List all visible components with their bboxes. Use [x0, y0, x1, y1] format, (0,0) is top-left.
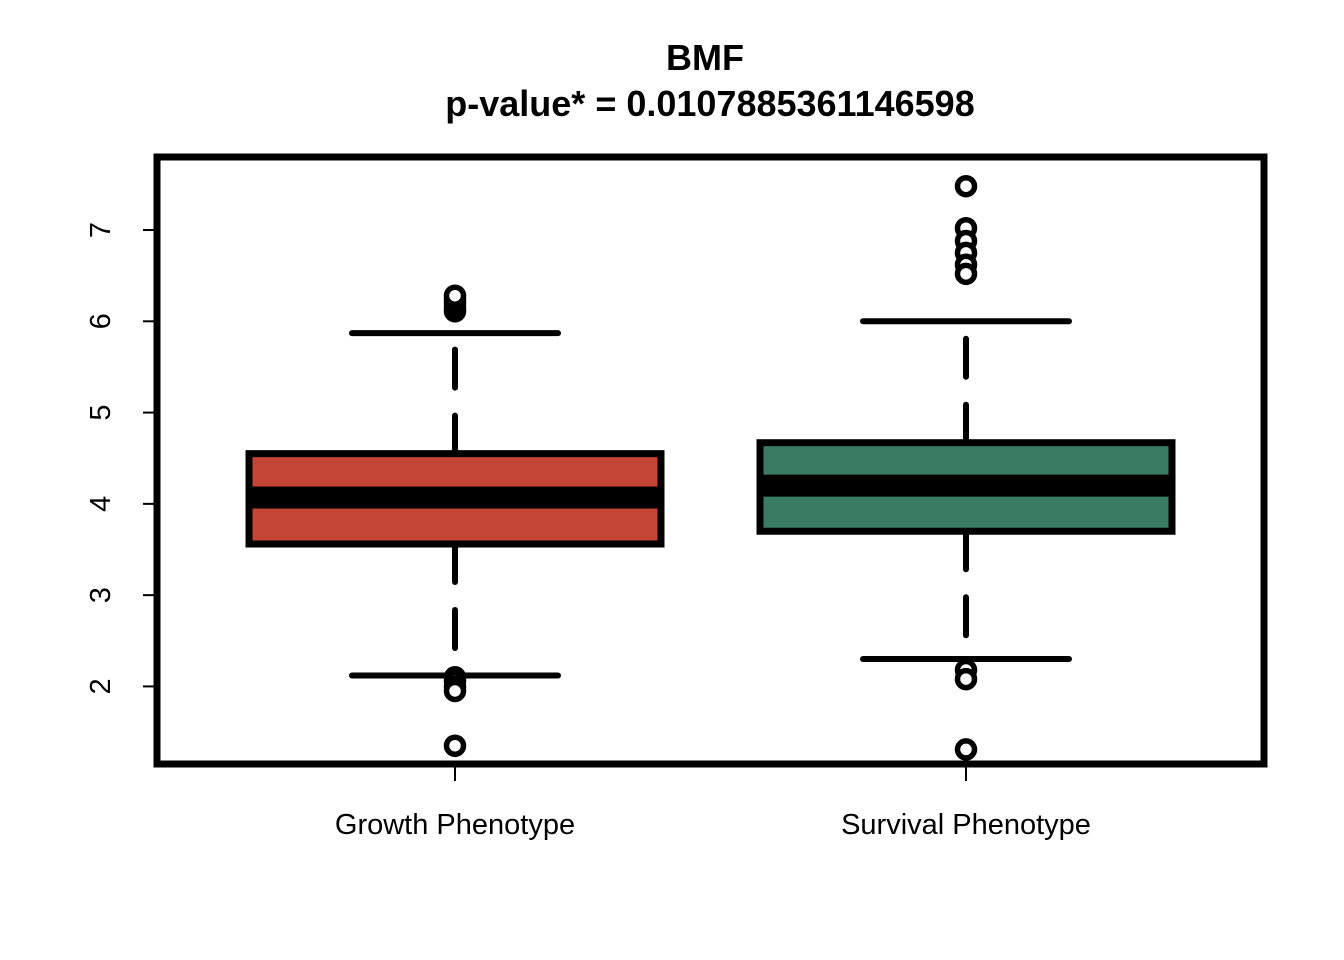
y-tick-label: 7	[85, 222, 117, 238]
plot-area	[245, 174, 1176, 761]
x-tick-label: Growth Phenotype	[335, 809, 575, 841]
y-tick-label: 2	[85, 678, 117, 694]
y-tick-label: 6	[85, 313, 117, 329]
y-tick-label: 4	[85, 496, 117, 512]
outlier-point	[443, 679, 467, 703]
y-tick-label: 3	[85, 587, 117, 603]
axes: 2 3 4 5 6 7 Growth Phenotype Survival Phenotype	[85, 222, 1091, 841]
chart-title: BMF	[666, 37, 744, 78]
x-tick-label: Survival Phenotype	[841, 809, 1091, 841]
box-group	[756, 174, 1176, 761]
y-tick-label: 5	[85, 405, 117, 421]
box-group	[245, 284, 665, 757]
outlier-point	[443, 734, 467, 757]
chart-subtitle: p-value* = 0.0107885361146598	[445, 83, 974, 124]
outlier-point	[954, 262, 978, 286]
outlier-point	[954, 738, 978, 761]
outlier-point	[443, 284, 467, 307]
outlier-point	[954, 174, 978, 198]
plot-frame	[153, 153, 1268, 768]
outlier-point	[954, 667, 978, 691]
